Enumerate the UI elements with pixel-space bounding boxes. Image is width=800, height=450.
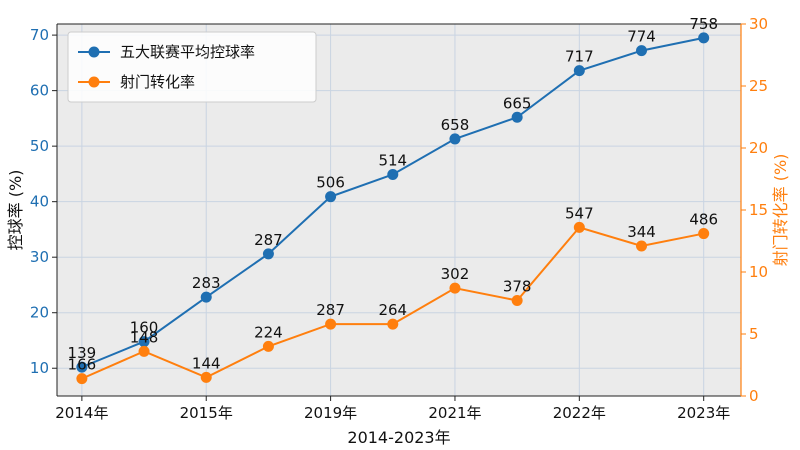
data-label-conversion: 166 bbox=[68, 356, 97, 374]
x-tick-label: 2015年 bbox=[180, 404, 233, 422]
data-label-conversion: 344 bbox=[627, 223, 656, 241]
data-label-conversion: 302 bbox=[441, 265, 470, 283]
data-point-conversion bbox=[573, 221, 585, 233]
data-label-possession: 758 bbox=[689, 15, 718, 33]
data-point-conversion bbox=[76, 373, 88, 385]
data-point-conversion bbox=[200, 371, 212, 383]
left-tick-label: 60 bbox=[30, 82, 49, 100]
gridlines bbox=[57, 24, 741, 396]
data-label-conversion: 144 bbox=[192, 354, 221, 372]
data-label-possession: 665 bbox=[503, 94, 532, 112]
data-label-conversion: 486 bbox=[689, 211, 718, 229]
legend-label-possession: 五大联赛平均控球率 bbox=[120, 43, 255, 61]
data-label-possession: 514 bbox=[378, 151, 407, 169]
data-label-possession: 160 bbox=[130, 319, 159, 337]
data-label-possession: 287 bbox=[254, 231, 283, 249]
data-labels: 139 160 283 287 506 514 658 665 717 774 758 166 148 1… bbox=[68, 15, 718, 374]
legend-marker-dot-possession bbox=[88, 46, 100, 58]
series bbox=[76, 32, 710, 385]
data-point-possession bbox=[449, 133, 461, 145]
right-tick-label: 5 bbox=[749, 325, 759, 343]
right-tick-label: 25 bbox=[749, 77, 768, 95]
x-axis-title: 2014-2023年 bbox=[347, 428, 450, 447]
data-point-possession bbox=[262, 248, 274, 260]
data-point-conversion bbox=[698, 228, 710, 240]
data-label-conversion: 264 bbox=[378, 301, 407, 319]
data-point-conversion bbox=[636, 240, 648, 252]
y-axis-right-title: 射门转化率 (%) bbox=[771, 154, 790, 267]
left-tick-label: 30 bbox=[30, 248, 49, 266]
left-tick-label: 10 bbox=[30, 359, 49, 377]
data-point-possession bbox=[325, 191, 337, 203]
right-tick-label: 20 bbox=[749, 139, 768, 157]
data-label-possession: 139 bbox=[68, 344, 97, 362]
x-tick-label: 2021年 bbox=[428, 404, 481, 422]
x-tick-label: 2023年 bbox=[677, 404, 730, 422]
left-tick-label: 50 bbox=[30, 137, 49, 155]
data-point-possession bbox=[511, 111, 523, 123]
data-point-conversion bbox=[325, 318, 337, 330]
x-tick-label: 2022年 bbox=[553, 404, 606, 422]
left-tick-label: 20 bbox=[30, 304, 49, 322]
data-point-possession bbox=[200, 291, 212, 303]
data-label-conversion: 224 bbox=[254, 323, 283, 341]
right-tick-label: 10 bbox=[749, 263, 768, 281]
data-label-possession: 658 bbox=[441, 116, 470, 134]
data-point-conversion bbox=[511, 295, 523, 307]
data-label-conversion: 287 bbox=[316, 301, 345, 319]
legend-label-conversion: 射门转化率 bbox=[120, 73, 195, 91]
data-label-conversion: 148 bbox=[130, 328, 159, 346]
right-tick-label: 0 bbox=[749, 387, 759, 405]
data-label-conversion: 547 bbox=[565, 204, 594, 222]
data-label-possession: 774 bbox=[627, 28, 656, 46]
legend-box bbox=[67, 31, 317, 103]
data-point-possession bbox=[573, 65, 585, 77]
data-point-possession bbox=[698, 32, 710, 44]
legend-marker-dot-conversion bbox=[88, 76, 100, 88]
data-label-conversion: 378 bbox=[503, 278, 532, 296]
data-point-conversion bbox=[387, 318, 399, 330]
x-tick-label: 2014年 bbox=[55, 404, 108, 422]
legend: 五大联赛平均控球率 射门转化率 bbox=[67, 31, 317, 103]
data-point-possession bbox=[76, 361, 88, 373]
right-tick-label: 15 bbox=[749, 201, 768, 219]
y-axis-left-title: 控球率 (%) bbox=[6, 170, 25, 251]
axes: 10 20 30 40 50 60 70 0 5 10 15 20 25 30 2014年 2015年 2019… bbox=[30, 15, 768, 422]
data-point-conversion bbox=[138, 345, 150, 357]
left-tick-label: 40 bbox=[30, 193, 49, 211]
data-point-conversion bbox=[449, 282, 461, 294]
data-label-possession: 717 bbox=[565, 48, 594, 66]
data-label-possession: 283 bbox=[192, 274, 221, 292]
data-label-possession: 506 bbox=[316, 174, 345, 192]
data-point-possession bbox=[138, 336, 150, 348]
x-tick-label: 2019年 bbox=[304, 404, 357, 422]
right-tick-label: 30 bbox=[749, 15, 768, 33]
left-tick-label: 70 bbox=[30, 26, 49, 44]
data-point-conversion bbox=[262, 340, 274, 352]
data-point-possession bbox=[387, 168, 399, 180]
data-point-possession bbox=[636, 45, 648, 57]
